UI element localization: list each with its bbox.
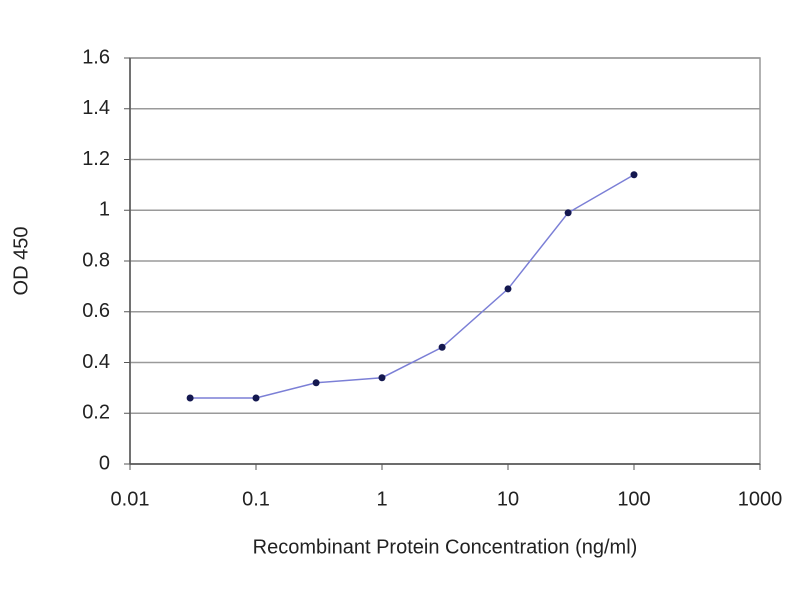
x-tick-label: 10 (497, 488, 519, 510)
data-point (630, 171, 638, 179)
data-point (378, 374, 386, 382)
y-tick-label: 0 (99, 452, 110, 474)
x-tick-label: 1000 (738, 488, 783, 510)
x-axis-label: Recombinant Protein Concentration (ng/ml… (253, 536, 638, 558)
y-tick-label: 1.4 (82, 97, 110, 119)
y-tick-label: 1.6 (82, 46, 110, 68)
data-point (312, 379, 320, 387)
y-tick-label: 0.2 (82, 402, 110, 424)
data-point (186, 394, 194, 402)
data-point (564, 209, 572, 217)
y-tick-label: 0.8 (82, 249, 110, 271)
y-tick-label: 1 (99, 199, 110, 221)
x-tick-label: 0.01 (111, 488, 150, 510)
y-axis-label: OD 450 (10, 227, 32, 296)
data-point (438, 343, 446, 351)
data-point (252, 394, 260, 402)
y-tick-label: 0.6 (82, 300, 110, 322)
x-tick-label: 1 (376, 488, 387, 510)
x-tick-label: 0.1 (242, 488, 270, 510)
x-tick-label: 100 (617, 488, 650, 510)
y-tick-label: 1.2 (82, 148, 110, 170)
data-point (504, 285, 512, 293)
data-line (190, 174, 635, 399)
y-tick-label: 0.4 (82, 351, 110, 373)
